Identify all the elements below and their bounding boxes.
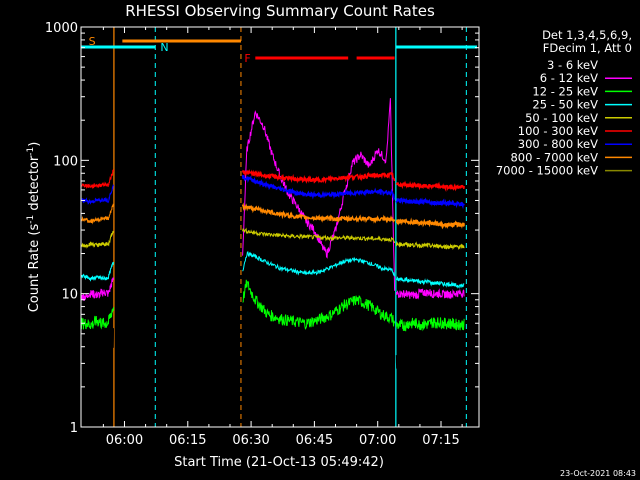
flare-label: F [244, 52, 250, 65]
series-main-segment [241, 174, 396, 202]
legend-label: 12 - 25 keV [532, 84, 598, 98]
x-tick-label: 06:15 [169, 433, 206, 448]
generated-timestamp: 23-Oct-2021 08:43 [560, 469, 636, 478]
night-label: N [160, 41, 168, 54]
series-6-12-keV [80, 98, 465, 301]
legend-header-line1: Det 1,3,4,5,6,9, [542, 28, 632, 42]
series-post-segment [395, 276, 465, 289]
y-tick-label: 1 [70, 421, 78, 436]
series-post-segment [395, 288, 465, 300]
y-axis-ticks: 1 10 100 1000 [45, 21, 479, 436]
series-main-segment [241, 202, 396, 224]
legend-label: 3 - 6 keV [547, 58, 598, 72]
series-post-segment [395, 317, 465, 332]
series-50-100-keV [80, 227, 465, 251]
series-100-300-keV [81, 168, 465, 193]
x-axis-ticks: 06:00 06:15 06:30 06:45 07:00 07:15 [102, 27, 463, 448]
series-12-25-keV [80, 279, 465, 332]
series-pre-segment [81, 203, 114, 225]
legend-label: 25 - 50 keV [532, 98, 598, 112]
series-main-segment [241, 169, 396, 185]
x-axis-label: Start Time (21-Oct-13 05:49:42) [174, 455, 384, 470]
series-pre-segment [81, 261, 114, 282]
x-tick-label: 06:30 [232, 433, 269, 448]
series-post-segment [395, 217, 465, 230]
legend-label: 6 - 12 keV [540, 71, 598, 85]
plot-frame [80, 26, 480, 428]
y-tick-label: 100 [53, 154, 78, 169]
legend-label: 300 - 800 keV [518, 137, 598, 151]
series-post-segment [395, 240, 465, 251]
series-main-segment [242, 227, 396, 244]
series-post-segment [395, 180, 465, 193]
series-main-segment [242, 138, 396, 365]
series-post-segment [395, 197, 465, 210]
saa-label: S [89, 35, 96, 48]
series-main-segment [242, 98, 396, 291]
series-pre-segment [80, 307, 114, 330]
series-pre-segment-dark [80, 328, 114, 370]
series-pre-segment [80, 277, 114, 301]
legend-label: 7000 - 15000 keV [496, 164, 598, 178]
x-tick-label: 06:00 [106, 433, 143, 448]
series-main-segment [242, 251, 396, 277]
series-main-segment [242, 279, 396, 330]
legend-label: 100 - 300 keV [518, 124, 598, 138]
chart-title: RHESSI Observing Summary Count Rates [125, 2, 435, 20]
series-25-50-keV [81, 251, 465, 289]
series-800-7000-keV [81, 202, 465, 230]
series-3-6-keV [80, 138, 465, 372]
series-pre-segment [80, 230, 114, 249]
x-tick-label: 06:45 [296, 433, 333, 448]
y-tick-label: 1000 [45, 21, 78, 36]
legend-label: 50 - 100 keV [525, 111, 598, 125]
series-post-segment [395, 344, 465, 372]
y-tick-label: 10 [61, 288, 78, 303]
series-300-800-keV [80, 174, 465, 210]
legend-header-line2: FDecim 1, Att 0 [543, 41, 632, 55]
legend-label: 800 - 7000 keV [510, 150, 598, 164]
x-tick-label: 07:00 [359, 433, 396, 448]
x-tick-label: 07:15 [422, 433, 459, 448]
series-pre-segment [80, 184, 114, 205]
y-axis-label: Count Rate (s-1 detector-1) [26, 142, 42, 313]
series-pre-segment [81, 168, 114, 190]
